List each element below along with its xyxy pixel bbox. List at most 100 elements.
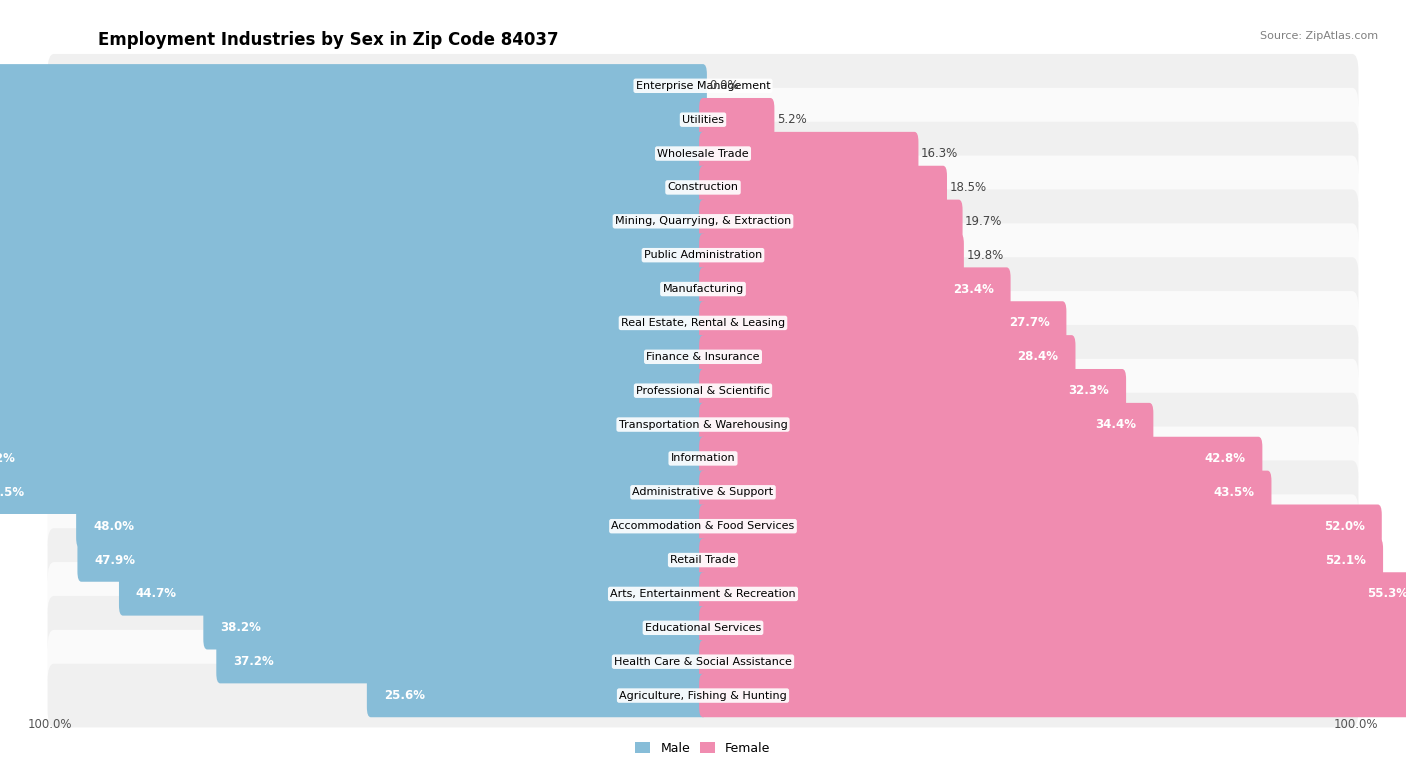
Text: 52.1%: 52.1% bbox=[1326, 553, 1367, 566]
FancyBboxPatch shape bbox=[699, 572, 1406, 615]
Text: Wholesale Trade: Wholesale Trade bbox=[657, 148, 749, 158]
FancyBboxPatch shape bbox=[48, 359, 1358, 422]
FancyBboxPatch shape bbox=[77, 539, 707, 582]
Text: 56.5%: 56.5% bbox=[0, 486, 24, 499]
FancyBboxPatch shape bbox=[48, 189, 1358, 253]
Text: Information: Information bbox=[671, 453, 735, 463]
FancyBboxPatch shape bbox=[48, 494, 1358, 558]
Text: 32.3%: 32.3% bbox=[1069, 384, 1109, 397]
FancyBboxPatch shape bbox=[48, 291, 1358, 355]
FancyBboxPatch shape bbox=[0, 166, 707, 209]
Text: 38.2%: 38.2% bbox=[221, 622, 262, 634]
FancyBboxPatch shape bbox=[0, 268, 707, 310]
FancyBboxPatch shape bbox=[0, 199, 707, 243]
FancyBboxPatch shape bbox=[0, 403, 707, 446]
Text: Source: ZipAtlas.com: Source: ZipAtlas.com bbox=[1260, 31, 1378, 41]
FancyBboxPatch shape bbox=[48, 257, 1358, 321]
FancyBboxPatch shape bbox=[0, 301, 707, 345]
FancyBboxPatch shape bbox=[0, 335, 707, 379]
Text: 48.0%: 48.0% bbox=[93, 520, 134, 532]
FancyBboxPatch shape bbox=[699, 606, 1406, 650]
FancyBboxPatch shape bbox=[699, 199, 963, 243]
FancyBboxPatch shape bbox=[48, 427, 1358, 490]
FancyBboxPatch shape bbox=[0, 234, 707, 277]
Text: Enterprise Management: Enterprise Management bbox=[636, 81, 770, 91]
FancyBboxPatch shape bbox=[0, 64, 707, 107]
FancyBboxPatch shape bbox=[699, 301, 1066, 345]
Text: 19.8%: 19.8% bbox=[966, 248, 1004, 262]
Text: Construction: Construction bbox=[668, 182, 738, 192]
Legend: Male, Female: Male, Female bbox=[630, 737, 776, 760]
Text: Finance & Insurance: Finance & Insurance bbox=[647, 352, 759, 362]
FancyBboxPatch shape bbox=[0, 369, 707, 412]
FancyBboxPatch shape bbox=[217, 640, 707, 684]
Text: Agriculture, Fishing & Hunting: Agriculture, Fishing & Hunting bbox=[619, 691, 787, 701]
FancyBboxPatch shape bbox=[699, 539, 1384, 582]
Text: Retail Trade: Retail Trade bbox=[671, 555, 735, 565]
FancyBboxPatch shape bbox=[0, 98, 707, 141]
FancyBboxPatch shape bbox=[0, 470, 707, 514]
Text: 37.2%: 37.2% bbox=[233, 655, 274, 668]
Text: Manufacturing: Manufacturing bbox=[662, 284, 744, 294]
FancyBboxPatch shape bbox=[48, 325, 1358, 389]
FancyBboxPatch shape bbox=[699, 470, 1271, 514]
FancyBboxPatch shape bbox=[48, 596, 1358, 660]
FancyBboxPatch shape bbox=[0, 132, 707, 175]
Text: 47.9%: 47.9% bbox=[94, 553, 135, 566]
Text: 43.5%: 43.5% bbox=[1213, 486, 1254, 499]
Text: 0.0%: 0.0% bbox=[710, 79, 740, 92]
FancyBboxPatch shape bbox=[699, 369, 1126, 412]
FancyBboxPatch shape bbox=[48, 54, 1358, 118]
Text: Educational Services: Educational Services bbox=[645, 623, 761, 632]
Text: 52.0%: 52.0% bbox=[1324, 520, 1365, 532]
Text: Administrative & Support: Administrative & Support bbox=[633, 487, 773, 497]
FancyBboxPatch shape bbox=[699, 640, 1406, 684]
Text: 19.7%: 19.7% bbox=[965, 215, 1002, 228]
Text: Utilities: Utilities bbox=[682, 115, 724, 125]
FancyBboxPatch shape bbox=[76, 504, 707, 548]
FancyBboxPatch shape bbox=[48, 122, 1358, 185]
FancyBboxPatch shape bbox=[0, 437, 707, 480]
Text: Real Estate, Rental & Leasing: Real Estate, Rental & Leasing bbox=[621, 318, 785, 328]
FancyBboxPatch shape bbox=[699, 132, 918, 175]
Text: Professional & Scientific: Professional & Scientific bbox=[636, 386, 770, 396]
FancyBboxPatch shape bbox=[699, 403, 1153, 446]
FancyBboxPatch shape bbox=[48, 88, 1358, 151]
Text: Mining, Quarrying, & Extraction: Mining, Quarrying, & Extraction bbox=[614, 217, 792, 227]
FancyBboxPatch shape bbox=[48, 562, 1358, 625]
Text: 44.7%: 44.7% bbox=[136, 587, 177, 601]
FancyBboxPatch shape bbox=[48, 393, 1358, 456]
Text: 5.2%: 5.2% bbox=[778, 113, 807, 126]
Text: Accommodation & Food Services: Accommodation & Food Services bbox=[612, 521, 794, 532]
Text: 57.2%: 57.2% bbox=[0, 452, 14, 465]
FancyBboxPatch shape bbox=[699, 234, 965, 277]
Text: 55.3%: 55.3% bbox=[1367, 587, 1406, 601]
FancyBboxPatch shape bbox=[699, 268, 1011, 310]
Text: Transportation & Warehousing: Transportation & Warehousing bbox=[619, 420, 787, 430]
FancyBboxPatch shape bbox=[699, 166, 948, 209]
Text: Health Care & Social Assistance: Health Care & Social Assistance bbox=[614, 656, 792, 667]
Text: 23.4%: 23.4% bbox=[953, 282, 994, 296]
Text: 34.4%: 34.4% bbox=[1095, 418, 1136, 431]
Text: 100.0%: 100.0% bbox=[28, 718, 73, 731]
FancyBboxPatch shape bbox=[204, 606, 707, 650]
FancyBboxPatch shape bbox=[367, 674, 707, 717]
FancyBboxPatch shape bbox=[120, 572, 707, 615]
Text: Public Administration: Public Administration bbox=[644, 250, 762, 260]
Text: Arts, Entertainment & Recreation: Arts, Entertainment & Recreation bbox=[610, 589, 796, 599]
FancyBboxPatch shape bbox=[699, 437, 1263, 480]
Text: 42.8%: 42.8% bbox=[1205, 452, 1246, 465]
FancyBboxPatch shape bbox=[699, 98, 775, 141]
Text: 28.4%: 28.4% bbox=[1018, 350, 1059, 363]
Text: 100.0%: 100.0% bbox=[1333, 718, 1378, 731]
Text: 25.6%: 25.6% bbox=[384, 689, 425, 702]
FancyBboxPatch shape bbox=[699, 504, 1382, 548]
FancyBboxPatch shape bbox=[48, 663, 1358, 727]
FancyBboxPatch shape bbox=[48, 460, 1358, 524]
FancyBboxPatch shape bbox=[699, 335, 1076, 379]
FancyBboxPatch shape bbox=[48, 223, 1358, 287]
FancyBboxPatch shape bbox=[48, 630, 1358, 694]
Text: 18.5%: 18.5% bbox=[949, 181, 987, 194]
FancyBboxPatch shape bbox=[48, 155, 1358, 220]
FancyBboxPatch shape bbox=[48, 528, 1358, 592]
